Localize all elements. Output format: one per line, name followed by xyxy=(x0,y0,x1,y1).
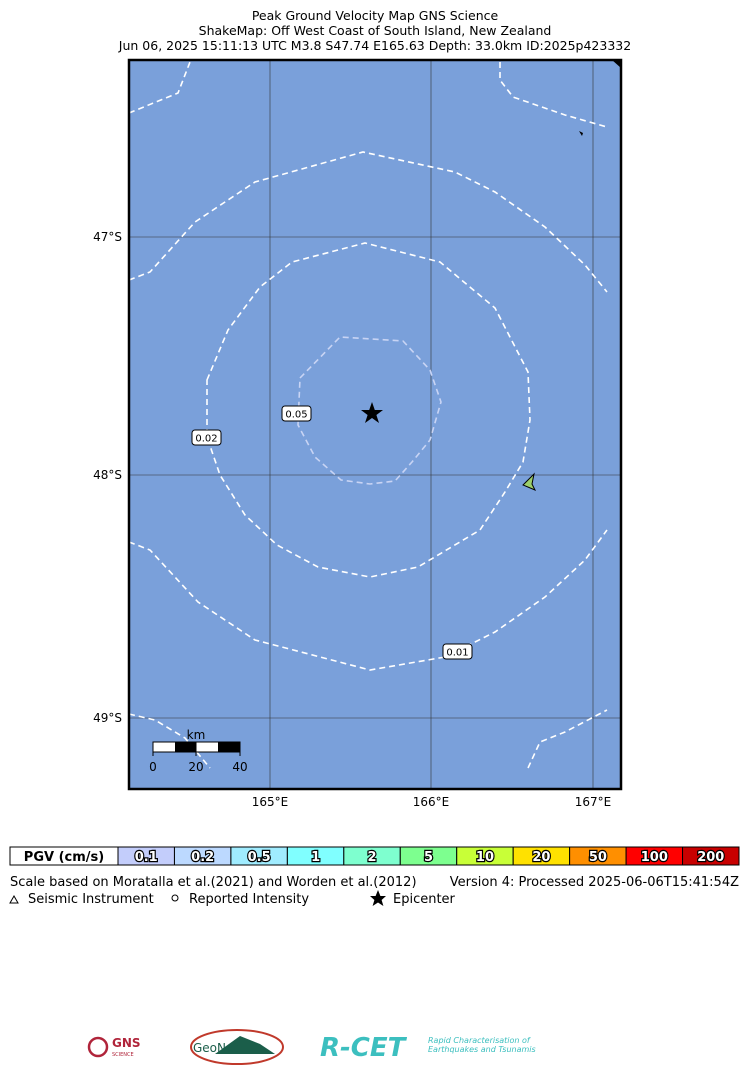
legend-title: PGV (cm/s) xyxy=(24,850,104,865)
map-frame xyxy=(127,58,623,791)
contour xyxy=(128,61,191,114)
legend-bin-label: 100 xyxy=(641,850,668,865)
scale-bar: km 0 20 40 xyxy=(149,728,247,774)
epicenter xyxy=(361,402,383,423)
instrument-symbol xyxy=(9,894,19,904)
contour-label-text: 0.05 xyxy=(285,410,307,421)
legend-bin-label: 0.2 xyxy=(191,850,214,865)
map: 0.05 0.02 0.01 km 0 20 40 xyxy=(127,58,623,791)
contour xyxy=(128,529,608,671)
legend-bin xyxy=(682,846,740,866)
lat-label: 48°S xyxy=(93,468,122,482)
contour xyxy=(499,62,608,128)
contour xyxy=(297,336,442,485)
legend: PGV (cm/s) 0.1 0.2 0.5 1 2 5 10 20 50 100 200 xyxy=(9,846,740,866)
title-line: Peak Ground Velocity Map GNS Science xyxy=(252,8,499,23)
symbol-label: Reported Intensity xyxy=(189,892,309,907)
legend-bin-label: 10 xyxy=(476,850,494,865)
title-line: Jun 06, 2025 15:11:13 UTC M3.8 S47.74 E1… xyxy=(118,38,631,53)
graticule xyxy=(129,60,621,789)
legend-bin-label: 2 xyxy=(368,850,377,865)
symbol-label: Epicenter xyxy=(393,892,456,907)
lon-label: 166°E xyxy=(413,795,450,809)
lat-label: 47°S xyxy=(93,230,122,244)
contour xyxy=(128,151,608,293)
version-note: Version 4: Processed 2025-06-06T15:41:54… xyxy=(450,875,739,890)
lat-label: 49°S xyxy=(93,711,122,725)
contour-label-text: 0.01 xyxy=(446,648,468,659)
legend-bin-label: 1 xyxy=(311,850,320,865)
ocean xyxy=(129,60,621,789)
contour xyxy=(527,709,608,769)
lon-label: 167°E xyxy=(575,795,612,809)
logo-mark xyxy=(215,1036,275,1054)
logo-sub: Rapid Characterisation of Earthquakes an… xyxy=(428,1036,536,1054)
legend-bin-label: 0.5 xyxy=(248,850,271,865)
logo-mark xyxy=(190,1029,284,1065)
legend-bin-label: 0.1 xyxy=(135,850,158,865)
reference-note: Scale based on Moratalla et al.(2021) an… xyxy=(10,875,417,890)
contour xyxy=(128,713,211,769)
label-box xyxy=(442,643,473,660)
contour xyxy=(206,242,531,578)
title-line: ShakeMap: Off West Coast of South Island… xyxy=(199,23,552,38)
contour-label-text: 0.02 xyxy=(195,434,217,445)
logo-text: GNS xyxy=(112,1036,141,1050)
logo-text: R-CET xyxy=(320,1033,408,1063)
scale-label: 20 xyxy=(188,760,203,774)
scale-label: 40 xyxy=(232,760,247,774)
intensity-symbol xyxy=(171,894,179,902)
logo-mark xyxy=(87,1036,109,1058)
label-box xyxy=(191,429,222,446)
scale-segment xyxy=(175,742,196,752)
contour-label: 0.05 0.02 0.01 xyxy=(191,405,473,660)
scale-unit: km xyxy=(187,728,206,742)
logo-text: GeoNet xyxy=(193,1041,238,1055)
epicenter-symbol xyxy=(370,890,386,906)
island xyxy=(579,131,583,136)
geonet-logo: GeoNet xyxy=(190,1029,284,1065)
island xyxy=(522,472,537,491)
gns-logo: GNS SCIENCE xyxy=(87,1036,141,1058)
scale-label: 0 xyxy=(149,760,157,774)
label-box xyxy=(281,405,312,422)
scale-segment xyxy=(218,742,240,752)
lon-label: 165°E xyxy=(252,795,289,809)
legend-bin-label: 20 xyxy=(532,850,550,865)
symbol-label: Seismic Instrument xyxy=(28,892,154,907)
legend-bin-label: 5 xyxy=(424,850,433,865)
legend-bin-label: 50 xyxy=(589,850,607,865)
legend-bin-label: 200 xyxy=(697,850,724,865)
rcet-logo: R-CET Rapid Characterisation of Earthqua… xyxy=(320,1033,536,1063)
logo-text: Rapid Characterisation of Earthquakes an… xyxy=(428,1036,536,1054)
coast xyxy=(612,60,621,68)
logo-text: SCIENCE xyxy=(112,1052,134,1058)
